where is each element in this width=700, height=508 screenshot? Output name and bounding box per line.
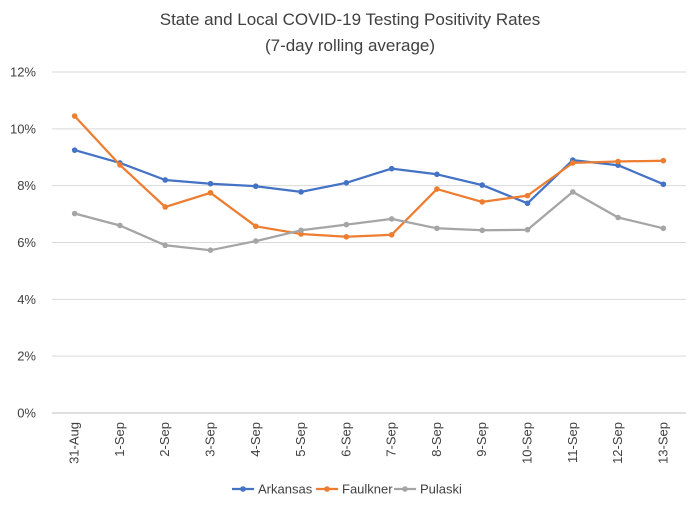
data-point [71,147,78,153]
data-point [298,189,304,195]
gridlines [52,71,686,414]
data-point [479,199,486,205]
data-point [298,227,304,234]
data-point [524,200,531,207]
x-tick-label: 11-Sep [565,422,580,463]
data-point [162,204,169,210]
x-tick-label: 9-Sep [474,422,489,457]
data-point [660,181,667,188]
x-tick-label: 3-Sep [203,422,218,457]
x-tick-label: 10-Sep [520,422,535,464]
x-tick-label: 7-Sep [384,422,399,457]
data-point [434,225,440,232]
data-point [71,210,78,217]
series-pulaski [71,189,667,253]
y-tick-label: 10% [10,121,36,136]
x-tick-label: 12-Sep [610,422,625,464]
data-point [615,158,621,165]
x-tick-label: 2-Sep [157,422,172,457]
data-point [343,180,350,186]
legend-swatch-marker [324,486,330,492]
y-tick-label: 2% [17,349,36,364]
data-point [660,225,667,232]
data-point [388,165,395,172]
data-point [660,157,667,164]
data-point [388,232,395,238]
data-point [479,182,486,188]
data-point [569,160,576,166]
data-point [343,234,350,240]
data-point [252,238,259,244]
data-point [207,189,214,196]
x-tick-label: 5-Sep [293,422,308,457]
series [71,113,667,253]
data-point [615,214,621,221]
data-point [207,180,214,187]
chart-title-line-1: State and Local COVID-19 Testing Positiv… [160,10,540,29]
legend-item-pulaski: Pulaski [394,482,462,497]
data-point [117,222,123,229]
data-point [117,162,123,168]
series-line [73,114,665,238]
data-point [479,227,486,234]
data-point [162,242,169,249]
x-tick-label: 13-Sep [655,422,670,464]
data-point [343,221,350,228]
legend-label: Faulkner [342,482,393,497]
y-axis: 0% 2% 4% 6% 8% 10% 12% [10,65,36,421]
y-tick-label: 8% [17,178,36,193]
series-arkansas [71,147,667,207]
x-tick-label: 8-Sep [429,422,444,457]
y-tick-label: 4% [17,292,36,307]
data-point [434,171,440,178]
legend-item-faulkner: Faulkner [316,482,393,497]
data-point [524,226,531,233]
data-point [207,247,214,253]
x-tick-label: 31-Aug [67,422,82,464]
data-point [252,183,259,190]
series-faulkner [71,113,667,240]
data-point [388,216,395,222]
x-tick-label: 1-Sep [112,422,127,457]
series-line [73,148,665,205]
x-tick-label: 6-Sep [338,422,353,457]
chart-title-line-2: (7-day rolling average) [265,36,435,55]
data-point [569,189,576,195]
y-tick-label: 6% [17,235,36,250]
legend: Arkansas Faulkner Pulaski [232,482,462,497]
series-line [73,190,665,252]
legend-label: Pulaski [420,482,462,497]
legend-item-arkansas: Arkansas [232,482,313,497]
legend-swatch-marker [402,486,408,492]
data-point [162,177,169,183]
legend-swatch-marker [240,486,246,492]
data-point [524,192,531,199]
legend-label: Arkansas [258,482,313,497]
y-tick-label: 12% [10,65,36,80]
data-point [252,223,259,230]
y-tick-label: 0% [17,406,36,421]
x-tick-label: 4-Sep [248,422,263,457]
x-axis: 31-Aug 1-Sep 2-Sep 3-Sep 4-Sep 5-Sep 6-Sep 7-Se… [67,422,671,464]
data-point [71,113,78,119]
data-point [434,186,440,192]
